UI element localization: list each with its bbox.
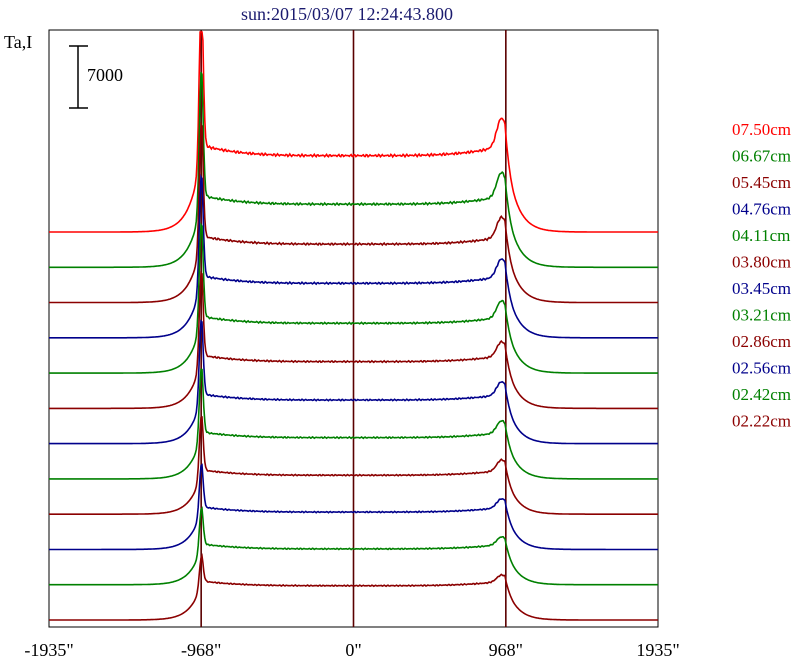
legend-item: 03.21cm: [732, 306, 791, 325]
series-line-03.80cm: [49, 270, 658, 410]
legend-item: 03.45cm: [732, 279, 791, 298]
chart-title: sun:2015/03/07 12:24:43.800: [241, 4, 453, 24]
legend-item: 02.22cm: [732, 412, 791, 431]
series-line-03.45cm: [49, 319, 658, 445]
y-axis-label: Ta,I: [4, 32, 32, 52]
series-line-04.76cm: [49, 173, 658, 339]
legend-item: 03.80cm: [732, 253, 791, 272]
legend-item: 04.76cm: [732, 200, 791, 219]
x-tick-labels: -1935" -968" 0" 968" 1935": [24, 640, 679, 660]
x-tick-label: 0": [345, 640, 361, 660]
x-tick-label: 1935": [636, 640, 679, 660]
scale-bar-label: 7000: [87, 65, 123, 85]
series-line-04.11cm: [49, 222, 658, 374]
x-tick-label: -1935": [24, 640, 73, 660]
series-line-02.42cm: [49, 506, 658, 586]
series-line-02.22cm: [49, 553, 658, 621]
legend-item: 02.56cm: [732, 359, 791, 378]
scale-bar: 7000: [69, 45, 123, 109]
legend-item: 02.86cm: [732, 332, 791, 351]
x-tick-label: 968": [489, 640, 523, 660]
legend-item: 05.45cm: [732, 173, 791, 192]
x-tick-label: -968": [181, 640, 221, 660]
series-line-02.56cm: [49, 463, 658, 551]
series-line-05.45cm: [49, 121, 658, 304]
legend-item: 07.50cm: [732, 120, 791, 139]
vertical-reference-lines: [200, 30, 507, 627]
series-line-06.67cm: [49, 71, 658, 269]
series-line-07.50cm: [49, 31, 658, 233]
legend: 07.50cm 06.67cm 05.45cm 04.76cm 04.11cm 03.80…: [732, 120, 791, 431]
legend-item: 04.11cm: [732, 226, 790, 245]
series-curves: [49, 31, 658, 621]
legend-item: 06.67cm: [732, 147, 791, 166]
series-line-03.21cm: [49, 368, 658, 480]
legend-item: 02.42cm: [732, 385, 791, 404]
series-line-02.86cm: [49, 415, 658, 516]
